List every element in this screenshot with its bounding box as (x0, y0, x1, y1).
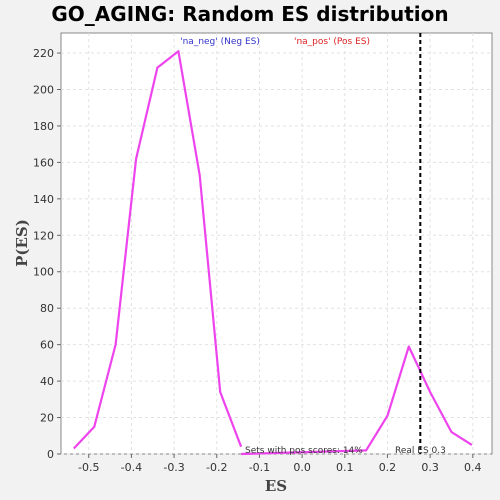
x-tick-label: 0.3 (421, 461, 439, 474)
x-tick-label: -0.1 (249, 461, 270, 474)
legend-neg-es: 'na_neg' (Neg ES) (180, 37, 260, 47)
y-tick-label: 160 (33, 156, 54, 169)
x-tick-label: 0.4 (464, 461, 482, 474)
series-lines (72, 50, 473, 456)
y-axis-ticks: 0 20 40 60 80 100 120 140 160 180 200 220 (33, 47, 61, 461)
x-axis-label: ES (265, 477, 287, 495)
chart-title: GO_AGING: Random ES distribution (51, 2, 448, 26)
pos-es-series-line (241, 345, 473, 456)
y-axis-label: P(ES) (13, 219, 31, 267)
x-tick-label: -0.4 (121, 461, 142, 474)
pos-scores-annotation: Sets with pos scores: 14% (245, 446, 363, 456)
x-tick-label: -0.3 (163, 461, 184, 474)
y-tick-label: 40 (40, 375, 54, 388)
y-tick-label: 20 (40, 412, 54, 425)
x-tick-label: -0.5 (78, 461, 99, 474)
real-es-label: Real ES 0.3 (395, 446, 446, 456)
y-tick-label: 200 (33, 83, 54, 96)
x-axis-ticks: -0.5 -0.4 -0.3 -0.2 -0.1 0.0 0.1 0.2 0.3 0.4 (78, 454, 482, 474)
x-tick-label: 0.0 (293, 461, 311, 474)
y-tick-label: 140 (33, 193, 54, 206)
legend-pos-es: 'na_pos' (Pos ES) (294, 37, 370, 47)
x-tick-label: 0.1 (336, 461, 354, 474)
neg-es-series-line (72, 50, 243, 450)
x-tick-label: -0.2 (206, 461, 227, 474)
y-tick-label: 120 (33, 229, 54, 242)
y-tick-label: 80 (40, 302, 54, 315)
y-tick-label: 0 (47, 448, 54, 461)
y-tick-label: 60 (40, 339, 54, 352)
y-tick-label: 180 (33, 120, 54, 133)
y-tick-label: 220 (33, 47, 54, 60)
y-tick-label: 100 (33, 266, 54, 279)
grid-lines (61, 33, 492, 455)
x-tick-label: 0.2 (379, 461, 397, 474)
